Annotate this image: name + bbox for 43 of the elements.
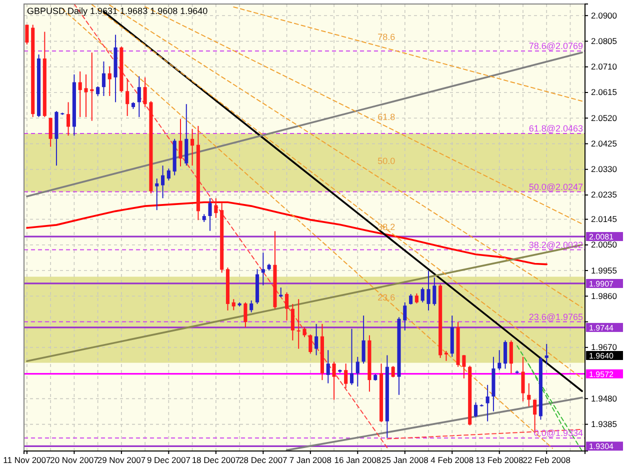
- y-tick-label: 2.0425: [591, 138, 618, 148]
- ref-line-label: 1.9744: [589, 323, 614, 332]
- y-tick-label: 2.0145: [591, 214, 618, 224]
- text: 1.9640: [589, 352, 614, 361]
- ref-line-label: 38.2@2.0032: [528, 240, 583, 250]
- ref-line-label: 1.9907: [589, 279, 614, 288]
- y-tick-label: 1.9860: [591, 290, 618, 301]
- annotation: 23.6: [378, 292, 396, 302]
- ref-line-label: 50.0@2.0247: [528, 182, 583, 192]
- y-tick-label: 2.0805: [591, 36, 618, 46]
- ref-line-label: 78.6@2.0769: [528, 40, 583, 51]
- x-tick-label: 29 Nov 2007: [97, 455, 146, 466]
- x-tick-label: 20 Nov 2007: [50, 455, 99, 466]
- ref-line-label: 1.9304: [589, 442, 614, 452]
- x-tick-label: 16 Jan 2008: [334, 455, 382, 466]
- y-tick-label: 1.9480: [591, 393, 618, 404]
- annotation: 50.0: [378, 156, 396, 166]
- y-tick-label: 2.0050: [591, 240, 618, 250]
- y-tick-label: 1.9670: [591, 342, 618, 352]
- y-tick-label: 2.0520: [591, 112, 618, 123]
- ref-line-label: 1.9572: [589, 370, 614, 379]
- y-tick-label: 1.9955: [591, 265, 618, 276]
- x-tick-label: 11 Nov 2007: [3, 455, 52, 466]
- y-tick-label: 2.0330: [591, 164, 618, 174]
- annotation: 78.6: [378, 32, 396, 42]
- x-tick-label: 7 Jan 2008: [289, 455, 332, 466]
- y-tick-label: 2.0710: [591, 62, 618, 72]
- x-tick-label: 13 Feb 2008: [476, 455, 524, 466]
- x-tick-label: 4 Feb 2008: [430, 455, 474, 466]
- x-tick-label: 22 Feb 2008: [522, 455, 571, 466]
- y-tick-label: 2.0615: [591, 87, 618, 98]
- y-tick-label: 2.0900: [591, 10, 618, 20]
- ref-line-label: 0.0@1.9334: [534, 428, 583, 438]
- ref-line-label: 61.8@2.0463: [528, 123, 583, 134]
- ref-line-label: 2.0081: [589, 232, 614, 242]
- y-tick-label: 2.0235: [591, 190, 618, 200]
- x-tick-label: 25 Jan 2008: [381, 455, 429, 466]
- annotation: 61.8: [378, 112, 396, 122]
- x-tick-label: 28 Dec 2007: [239, 455, 288, 466]
- x-tick-label: 9 Dec 2007: [146, 455, 191, 466]
- y-tick-label: 1.9385: [591, 419, 618, 430]
- x-tick-label: 18 Dec 2007: [192, 455, 240, 466]
- ref-line-label: 23.6@1.9765: [528, 312, 583, 322]
